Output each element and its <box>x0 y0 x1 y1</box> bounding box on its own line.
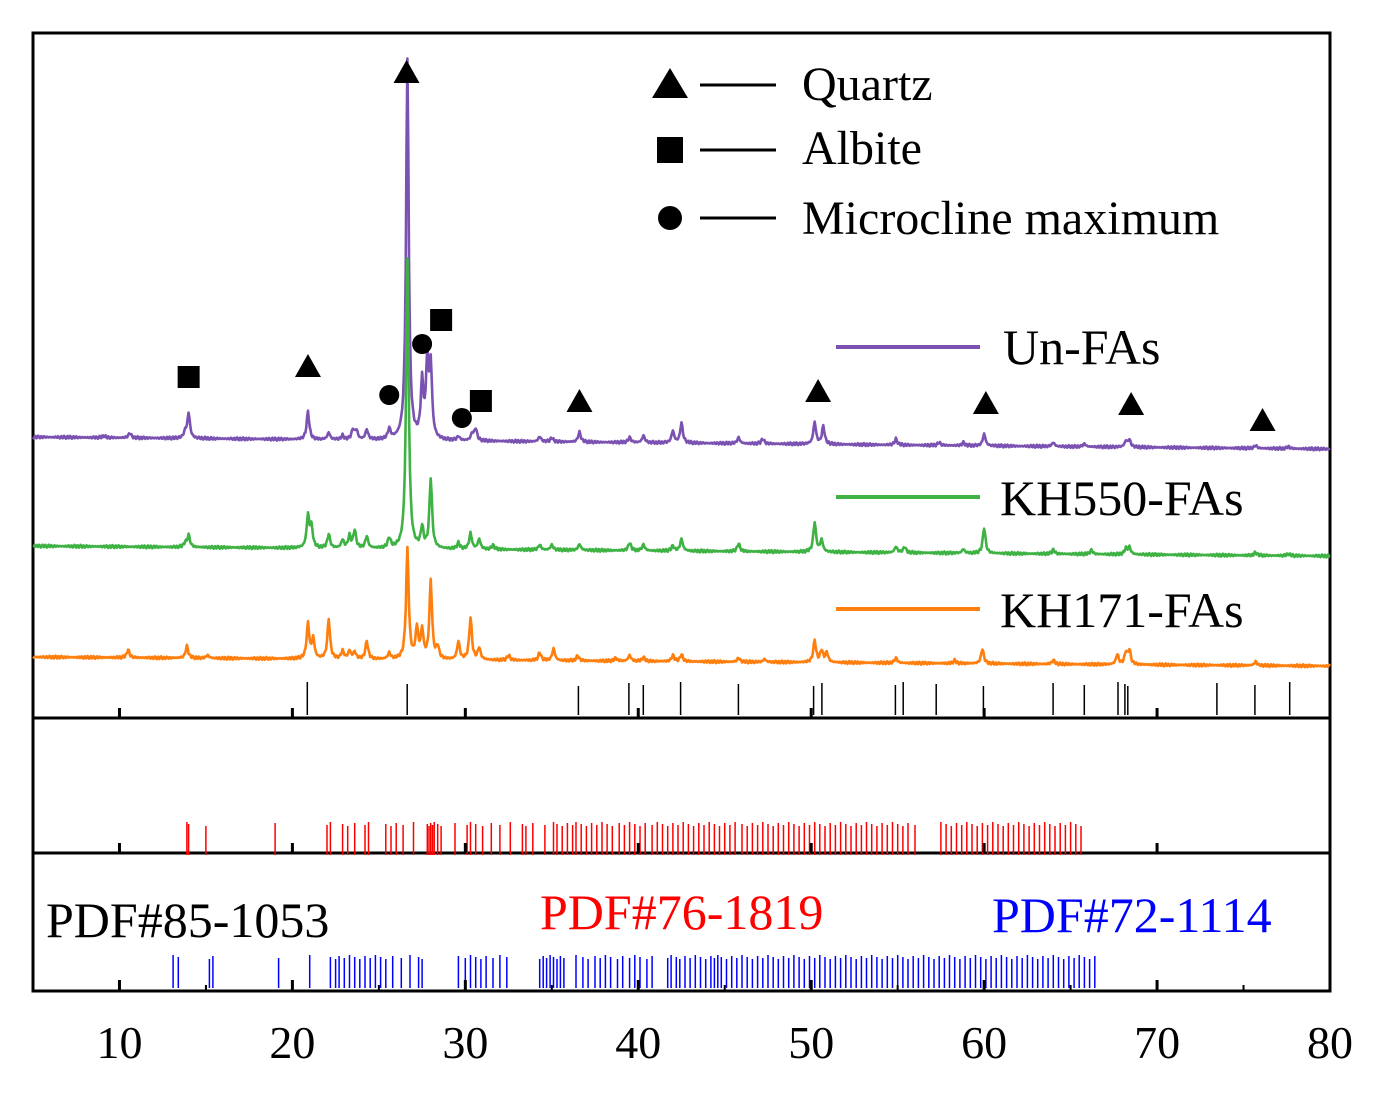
legend-quartz-label: Quartz <box>802 58 933 111</box>
legend-microcline-circle-icon <box>658 206 682 230</box>
microcline-circle-icon <box>451 408 472 428</box>
legend-microcline-label: Microcline maximum <box>802 192 1219 245</box>
series-legend: Un-FAs KH550-FAs KH171-FAs <box>836 319 1244 638</box>
legend-unfas-label: Un-FAs <box>1003 319 1160 375</box>
quartz-triangle-icon <box>805 379 832 402</box>
albite-square-icon <box>177 366 200 388</box>
x-tick-label: 60 <box>961 1017 1007 1068</box>
x-axis-ticks: 10 20 30 40 50 60 70 80 <box>32 708 1353 1068</box>
xrd-spectra <box>31 57 1332 669</box>
quartz-triangle-icon <box>566 389 593 412</box>
legend-albite-label: Albite <box>802 122 922 175</box>
quartz-triangle-icon <box>294 354 321 377</box>
x-tick-label: 80 <box>1307 1017 1353 1068</box>
spectrum-kh171-fas <box>32 545 1332 669</box>
microcline-circle-icon <box>379 385 400 405</box>
x-tick-label: 40 <box>615 1017 661 1068</box>
phase-legend: Quartz Albite Microcline maximum <box>652 58 1219 245</box>
spectrum-un-fas <box>31 57 1331 452</box>
plot-frame <box>31 31 1332 993</box>
quartz-triangle-icon <box>972 391 999 414</box>
pdf-85-1053-label: PDF#85-1053 <box>46 892 329 948</box>
quartz-triangle-icon <box>1249 408 1276 431</box>
x-tick-label: 30 <box>442 1017 488 1068</box>
legend-quartz-triangle-icon <box>652 68 688 98</box>
x-tick-label: 50 <box>788 1017 834 1068</box>
legend-albite-square-icon <box>657 137 683 163</box>
x-tick-label: 10 <box>96 1017 142 1068</box>
x-tick-label: 20 <box>269 1017 315 1068</box>
pdf-72-1114-label: PDF#72-1114 <box>992 887 1272 943</box>
reference-pattern-lines <box>172 682 1291 988</box>
quartz-triangle-icon <box>393 60 420 83</box>
spectrum-kh550-fas <box>32 257 1331 559</box>
microcline-circle-icon <box>412 334 433 354</box>
albite-square-icon <box>430 309 453 331</box>
quartz-triangle-icon <box>1118 392 1145 415</box>
phase-markers <box>177 60 1276 431</box>
albite-square-icon <box>469 390 492 412</box>
pdf-76-1819-label: PDF#76-1819 <box>540 884 823 940</box>
legend-kh550-label: KH550-FAs <box>1000 470 1244 526</box>
legend-kh171-label: KH171-FAs <box>1000 582 1244 638</box>
x-tick-label: 70 <box>1134 1017 1180 1068</box>
